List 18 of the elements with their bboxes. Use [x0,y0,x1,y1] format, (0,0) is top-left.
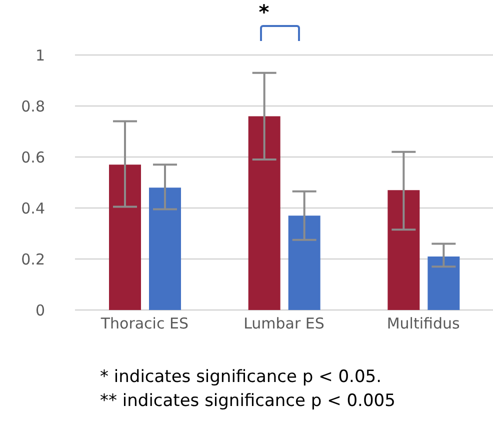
bar [109,164,141,310]
y-tick-label: 0.6 [21,148,45,166]
x-tick-label: Lumbar ES [244,314,324,333]
y-tick-label: 0.8 [21,97,45,116]
text: ** indicates significance p < 0.005 [100,390,396,413]
x-tick-label: Multifidus [386,314,460,333]
text: * indicates significance p < 0.05. [100,366,382,389]
bar [428,256,460,310]
y-tick-label: 0 [35,301,45,320]
bar [149,188,181,310]
x-tick-label: Thoracic ES [100,314,188,333]
y-tick-label: 1 [35,46,45,64]
bar [388,190,420,310]
bar [248,116,280,310]
text: * [258,0,270,24]
bar [288,216,320,310]
y-tick-label: 0.4 [21,199,45,218]
y-tick-label: 0.2 [21,250,45,268]
